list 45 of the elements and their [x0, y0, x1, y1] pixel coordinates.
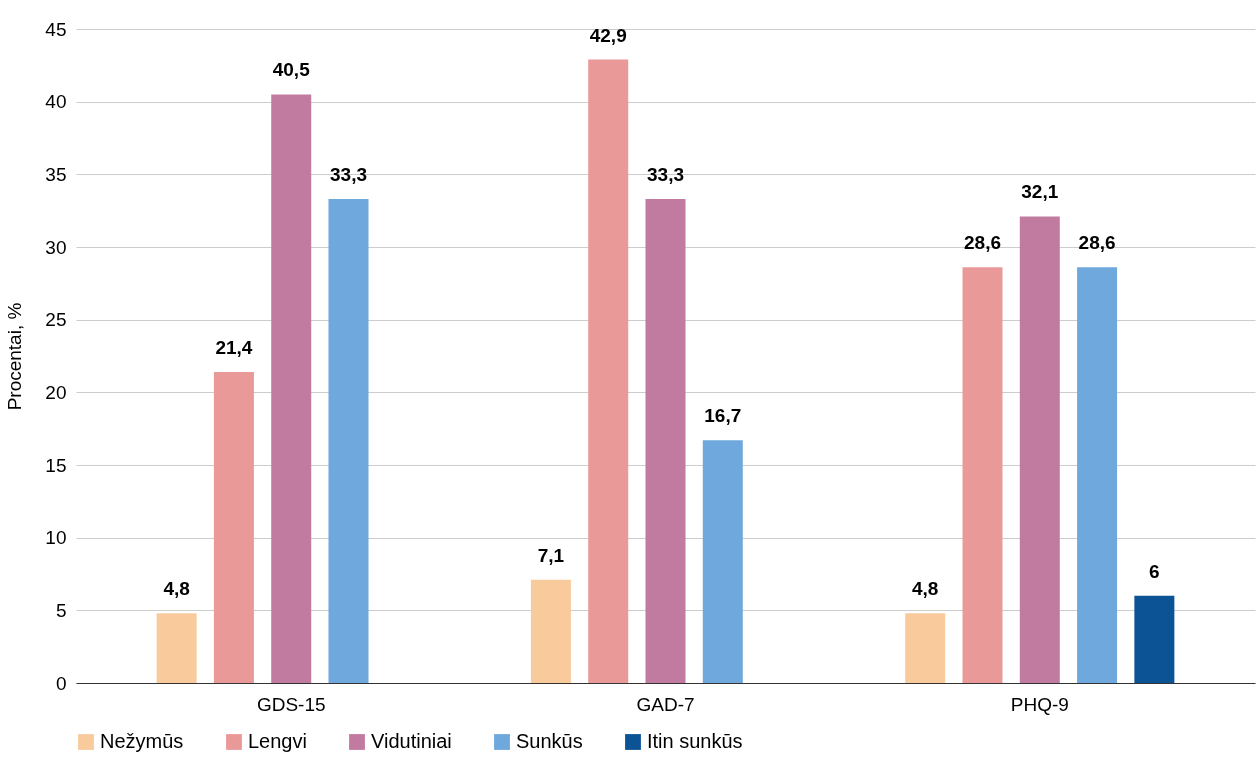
y-tick-label: 35 [45, 163, 67, 185]
bar [328, 199, 369, 683]
data-label: 6 [1149, 560, 1160, 582]
bar [530, 579, 571, 683]
legend-label: Vidutiniai [371, 730, 452, 752]
data-label: 33,3 [647, 164, 684, 186]
data-label: 4,8 [163, 578, 190, 600]
data-label: 21,4 [215, 336, 253, 358]
bar [962, 267, 1003, 683]
x-tick-label: GAD-7 [636, 693, 695, 715]
data-label: 40,5 [272, 59, 311, 81]
y-tick-label: 40 [45, 91, 67, 113]
bar [905, 613, 946, 683]
bar [588, 59, 629, 683]
data-label: 33,3 [330, 164, 367, 186]
data-label: 4,8 [912, 578, 939, 600]
legend-label: Itin sunkūs [647, 730, 743, 752]
data-label: 16,7 [704, 405, 742, 427]
y-tick-label: 45 [45, 18, 67, 40]
y-tick-label: 30 [45, 236, 67, 258]
y-tick-label: 5 [55, 599, 67, 621]
bar [271, 94, 312, 683]
bar [1134, 595, 1175, 683]
data-label: 28,6 [1078, 232, 1116, 254]
bar [1019, 216, 1060, 683]
legend-label: Sunkūs [516, 730, 583, 752]
data-label: 42,9 [589, 24, 627, 46]
x-tick-label: GDS-15 [256, 693, 326, 715]
y-tick-label: 20 [45, 381, 67, 403]
bar [702, 440, 743, 683]
bar [1077, 267, 1118, 683]
y-tick-label: 15 [45, 454, 67, 476]
x-tick-label: PHQ-9 [1010, 693, 1069, 715]
legend-label: Nežymūs [100, 730, 184, 752]
legend-label: Lengvi [248, 730, 307, 752]
data-label: 32,1 [1021, 181, 1059, 203]
y-tick-label: 10 [45, 527, 67, 549]
y-tick-label: 25 [45, 309, 67, 331]
data-label: 28,6 [964, 232, 1001, 254]
y-tick-label: 0 [55, 672, 67, 694]
data-label: 7,1 [537, 544, 565, 566]
y-axis-title: Procentai, % [4, 302, 26, 411]
bar [213, 371, 254, 683]
bar [156, 613, 197, 683]
bar [645, 199, 686, 683]
